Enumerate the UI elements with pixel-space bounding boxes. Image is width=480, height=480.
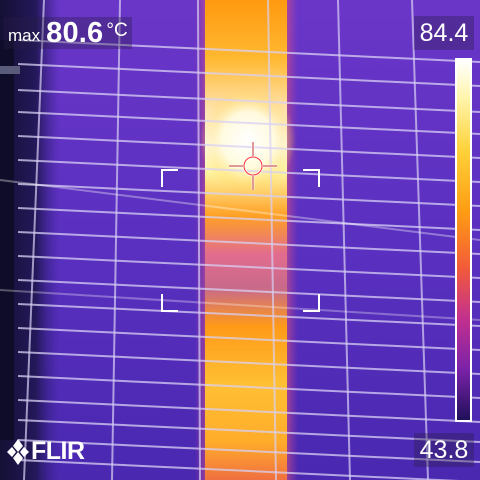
- temperature-unit: °C: [106, 20, 128, 41]
- scale-max-value: 84.4: [414, 16, 474, 50]
- scale-min-value: 43.8: [414, 433, 474, 467]
- crosshair-icon: [229, 142, 277, 190]
- color-scale-bar: [455, 58, 472, 422]
- flir-snowflake-icon: [7, 438, 29, 465]
- max-temperature-readout: max 80.6 °C: [4, 17, 132, 49]
- flir-logo-text: FLIR: [31, 437, 85, 465]
- max-value: 80.6: [46, 17, 104, 49]
- flir-logo: FLIR: [7, 437, 85, 466]
- measurement-box: [161, 169, 320, 312]
- max-label: max: [8, 26, 41, 45]
